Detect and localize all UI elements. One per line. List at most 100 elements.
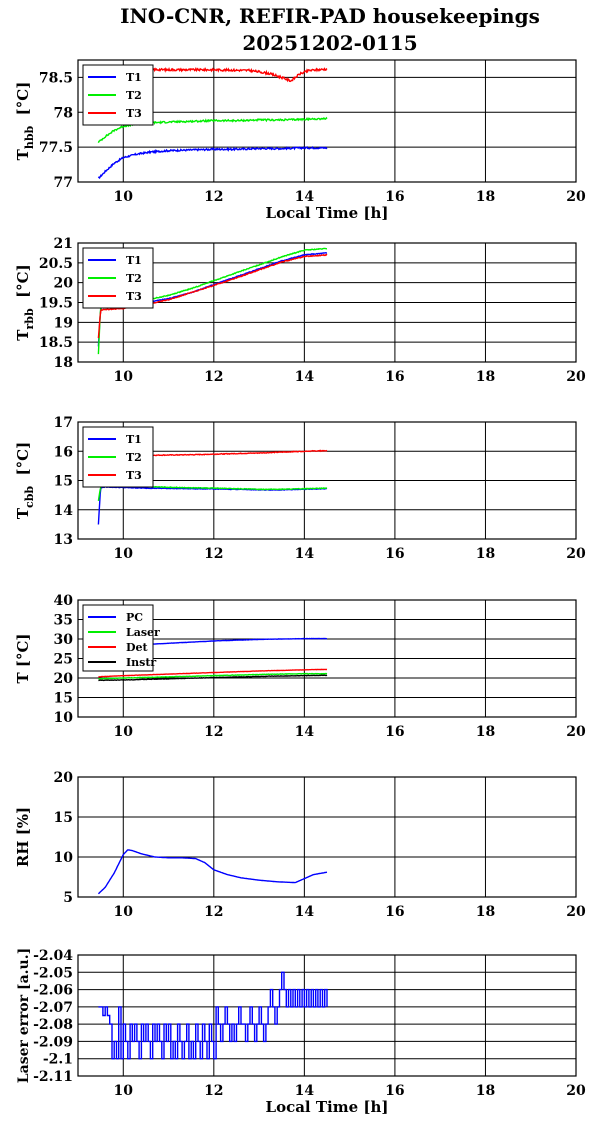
x-tick-label: 14 xyxy=(295,369,315,385)
y-tick-label: 35 xyxy=(54,613,73,629)
x-tick-label: 16 xyxy=(385,904,404,920)
chart-panel-2: 10 12 14 16 18 20 18 18.5 19 19.5 20 20.5 21 T1 T2 T3 Tr… xyxy=(14,236,586,385)
x-tick-label: 14 xyxy=(295,189,315,205)
y-axis-label: Tcbb [°C] xyxy=(14,442,36,519)
plot-frame xyxy=(77,776,577,898)
legend-label: T3 xyxy=(126,469,142,482)
legend-label: T1 xyxy=(126,71,142,84)
legend-label: T1 xyxy=(126,254,142,267)
series-line-1 xyxy=(97,849,328,895)
x-tick-label: 12 xyxy=(204,546,223,562)
x-tick-label: 16 xyxy=(385,189,404,205)
x-tick-label: 10 xyxy=(114,904,134,920)
y-tick-label: -2.06 xyxy=(33,983,73,999)
x-tick-label: 20 xyxy=(566,1083,586,1099)
x-tick-label: 18 xyxy=(476,546,495,562)
x-tick-label: 14 xyxy=(295,546,315,562)
y-tick-label: 21 xyxy=(54,236,73,252)
x-tick-label: 12 xyxy=(204,724,223,740)
y-axis-label: RH [%] xyxy=(14,807,32,867)
chart-panels: 10 12 14 16 18 20 77 77.5 78 78.5 T1 T2 T3 Thbb [°C] L… xyxy=(14,59,586,1116)
x-tick-label: 14 xyxy=(295,1083,315,1099)
x-tick-label: 10 xyxy=(114,369,134,385)
y-tick-label: 77 xyxy=(54,175,73,191)
y-tick-label: 10 xyxy=(54,850,74,866)
x-tick-label: 12 xyxy=(204,1083,223,1099)
series-line-det xyxy=(98,668,328,678)
x-tick-label: 18 xyxy=(476,369,495,385)
y-tick-label: -2.09 xyxy=(33,1034,73,1050)
x-tick-label: 18 xyxy=(476,904,495,920)
y-axis-label: Laser error [a.u.] xyxy=(16,948,32,1083)
y-tick-label: 25 xyxy=(54,652,73,668)
legend-label: Instr xyxy=(126,656,156,669)
x-tick-label: 12 xyxy=(204,369,223,385)
y-tick-label: -2.11 xyxy=(33,1069,73,1085)
series-line-laser xyxy=(98,672,328,680)
legend-label: T3 xyxy=(126,107,142,120)
series-line-t1 xyxy=(97,145,328,180)
x-tick-label: 16 xyxy=(385,1083,404,1099)
legend-label: T2 xyxy=(126,451,142,464)
series-line-instr xyxy=(98,674,328,682)
legend-label: T2 xyxy=(126,272,142,285)
legend-label: Det xyxy=(126,641,149,654)
legend-label: T2 xyxy=(126,89,142,102)
y-tick-label: 19 xyxy=(54,315,73,331)
legend: T1 T2 T3 xyxy=(82,247,154,309)
x-tick-label: 20 xyxy=(566,546,586,562)
x-tick-label: 16 xyxy=(385,369,404,385)
legend-label: T1 xyxy=(126,433,142,446)
y-tick-label: 13 xyxy=(54,532,73,548)
plot-frame xyxy=(77,242,577,363)
y-tick-label: 19.5 xyxy=(39,296,73,312)
x-tick-label: 10 xyxy=(114,724,134,740)
y-tick-label: 78 xyxy=(54,105,73,121)
y-tick-label: 17 xyxy=(54,415,73,431)
x-tick-label: 12 xyxy=(204,904,223,920)
legend: T1 T2 T3 xyxy=(82,64,154,126)
y-tick-label: 78.5 xyxy=(39,70,73,86)
y-tick-label: 30 xyxy=(54,632,74,648)
legend: PC Laser Det Instr xyxy=(82,604,160,672)
x-axis-label: Local Time [h] xyxy=(266,1098,389,1116)
chart-panel-1: 10 12 14 16 18 20 77 77.5 78 78.5 T1 T2 T3 Thbb [°C] L… xyxy=(14,59,586,222)
x-tick-label: 20 xyxy=(566,724,586,740)
chart-panel-6: 10 12 14 16 18 20-2.11-2.1-2.09-2.08-2.07-2.0… xyxy=(16,948,586,1116)
chart-panel-3: 10 12 14 16 18 20 13 14 15 16 17 T1 T2 T3 Tcbb [°C] xyxy=(14,415,586,562)
y-tick-label: 15 xyxy=(54,691,73,707)
legend-label: T3 xyxy=(126,290,142,303)
x-tick-label: 14 xyxy=(295,904,315,920)
y-tick-label: 20 xyxy=(54,770,74,786)
x-tick-label: 10 xyxy=(114,189,134,205)
y-tick-label: -2.04 xyxy=(33,948,73,964)
chart-panel-4: 10 12 14 16 18 20 10 15 20 25 30 35 40 PC Laser Det Inst… xyxy=(14,593,586,740)
x-tick-label: 18 xyxy=(476,189,495,205)
y-tick-label: 10 xyxy=(54,710,74,726)
y-axis-label: Trbb [°C] xyxy=(14,264,36,340)
y-tick-label: -2.1 xyxy=(43,1052,73,1068)
series-line-1 xyxy=(98,971,328,1060)
x-tick-label: 12 xyxy=(204,189,223,205)
legend-label: Laser xyxy=(126,626,160,639)
y-tick-label: 77.5 xyxy=(39,140,73,156)
x-axis-label: Local Time [h] xyxy=(266,204,389,222)
chart-panel-5: 10 12 14 16 18 20 5 10 15 20 RH [%] xyxy=(14,770,586,920)
x-tick-label: 18 xyxy=(476,1083,495,1099)
y-tick-label: 40 xyxy=(54,593,74,609)
y-tick-label: -2.07 xyxy=(33,1000,73,1016)
x-tick-label: 16 xyxy=(385,546,404,562)
x-tick-label: 20 xyxy=(566,369,586,385)
y-tick-label: 5 xyxy=(63,890,73,906)
plot-frame xyxy=(77,59,577,183)
y-tick-label: 20.5 xyxy=(39,256,73,272)
y-tick-label: 18 xyxy=(54,355,73,371)
y-tick-label: 20 xyxy=(54,276,74,292)
y-tick-label: -2.05 xyxy=(33,965,73,981)
series-line-t1 xyxy=(97,485,328,525)
figure-date: 20251202-0115 xyxy=(242,31,417,55)
y-tick-label: 16 xyxy=(54,444,73,460)
y-axis-label: Thbb [°C] xyxy=(14,82,36,161)
plot-frame xyxy=(77,421,577,540)
x-tick-label: 20 xyxy=(566,189,586,205)
